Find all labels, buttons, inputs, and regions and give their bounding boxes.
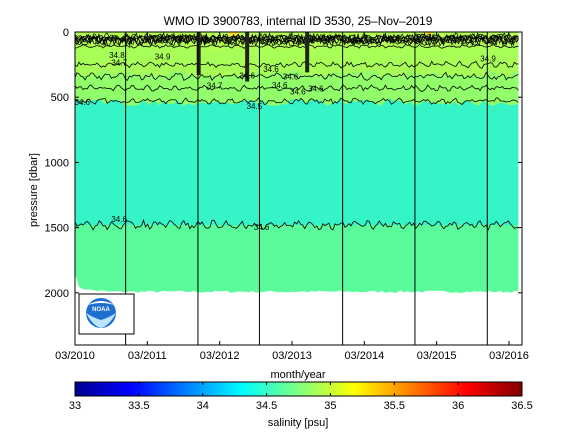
salinity-fill <box>75 32 519 293</box>
contour-label: 34.5 <box>247 102 263 111</box>
colorbar-tick-label: 35 <box>324 400 336 412</box>
x-axis: 03/2010 03/2011 03/2012 03/2013 03/2014 03/20… <box>55 32 529 362</box>
contour-label: 34.6 <box>308 84 324 93</box>
x-tick-label: 03/2010 <box>55 350 95 362</box>
plot-area: 34.834.734.634.634.734.634.634.634.634.6… <box>74 32 519 345</box>
plot-frame <box>74 31 523 346</box>
contour-label: 34.9 <box>155 52 171 61</box>
profile-gap-lines <box>125 32 488 345</box>
chart-title: WMO ID 3900783, internal ID 3530, 25–Nov… <box>164 14 433 28</box>
contour-lines <box>75 32 519 231</box>
colorbar-label: salinity [psu] <box>268 417 329 429</box>
contour-label: 34.6 <box>239 71 255 80</box>
contour-line-surface <box>75 35 519 48</box>
contour-line-34-6 <box>75 97 519 106</box>
contour-label: 34.7 <box>207 82 223 91</box>
colorbar-tick-label: 36.5 <box>511 400 532 412</box>
colorbar: 33 33.5 34 34.5 35 35.5 36 36.5 <box>69 381 533 412</box>
contour-label: 34.6 <box>111 215 127 224</box>
x-tick-label: 03/2012 <box>200 350 240 362</box>
x-axis-label: month/year <box>270 369 325 381</box>
contour-label: 34.6 <box>263 65 279 74</box>
colorbar-gradient <box>74 381 523 397</box>
contour-intrusion <box>245 32 250 82</box>
contour-line-34-7 <box>75 71 519 82</box>
fill-surface-highlight <box>424 32 433 35</box>
x-tick-label: 03/2014 <box>344 350 384 362</box>
fill-layer-lower <box>75 225 519 293</box>
y-tick-label: 1000 <box>45 157 69 169</box>
contour-label: 34.6 <box>283 73 299 82</box>
colorbar-tick-label: 36 <box>452 400 464 412</box>
x-tick-label: 03/2013 <box>272 350 312 362</box>
contour-label: 34.6 <box>290 88 306 97</box>
contour-intrusion <box>305 32 310 73</box>
contour-line-34-7 <box>75 60 519 69</box>
colorbar-tick-label: 34 <box>197 400 209 412</box>
colorbar-ticks: 33 33.5 34 34.5 35 35.5 36 36.5 <box>69 382 533 412</box>
contour-label: 34.7 <box>111 58 127 67</box>
contour-label: 34.6 <box>74 98 90 107</box>
colorbar-tick-label: 33 <box>69 400 81 412</box>
y-tick-label: 1500 <box>45 223 69 235</box>
colorbar-tick-label: 35.5 <box>384 400 405 412</box>
contour-label: 34.8 <box>109 51 125 60</box>
y-tick-label: 2000 <box>45 288 69 300</box>
contour-label: 34.6 <box>272 81 288 90</box>
noaa-logo-text: NOAA <box>92 307 110 313</box>
fill-surface-highlight <box>229 32 240 36</box>
x-tick-label: 03/2011 <box>128 350 167 362</box>
contour-line-34-6 <box>75 84 519 92</box>
contour-line-34-8 <box>75 43 519 49</box>
y-tick-label: 0 <box>63 27 69 39</box>
contour-label: 35.4 <box>417 33 433 42</box>
x-tick-label: 03/2016 <box>489 350 529 362</box>
contour-label: 34.9 <box>480 54 496 63</box>
contour-intrusion <box>196 32 201 76</box>
y-axis-label: pressure [dbar] <box>28 153 40 227</box>
contour-label: 34.6 <box>254 223 270 232</box>
contour-line-34-6 <box>75 218 519 231</box>
colorbar-tick-label: 34.5 <box>256 400 277 412</box>
y-axis: 0 500 1000 1500 2000 <box>45 27 522 300</box>
y-tick-label: 500 <box>51 92 69 104</box>
noaa-logo: NOAA <box>78 293 135 335</box>
contour-labels: 34.834.734.634.634.734.634.634.634.634.6… <box>74 33 496 232</box>
x-tick-label: 03/2015 <box>417 350 457 362</box>
colorbar-tick-label: 33.5 <box>128 400 149 412</box>
